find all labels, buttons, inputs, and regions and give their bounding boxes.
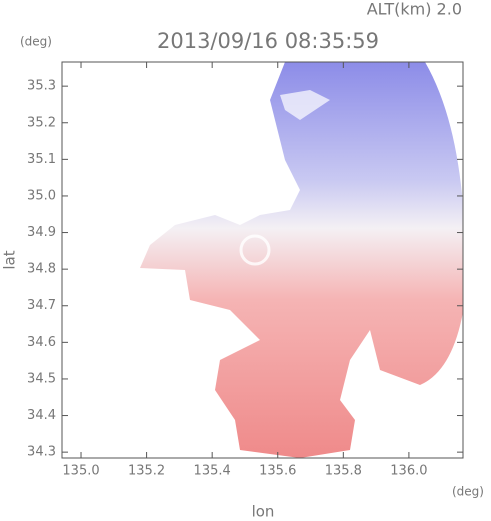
y-tick-label: 35.2 xyxy=(27,115,56,130)
x-tick-label: 135.6 xyxy=(259,464,296,479)
x-tick-label: 136.0 xyxy=(390,464,427,479)
chart-title: 2013/09/16 08:35:59 xyxy=(157,29,379,53)
x-tick-label: 135.4 xyxy=(194,464,231,479)
subtitle: ALT(km) 2.0 xyxy=(367,0,462,19)
y-tick-label: 35.3 xyxy=(27,79,56,94)
y-tick-label: 34.9 xyxy=(27,225,56,240)
y-tick-label: 35.0 xyxy=(27,188,56,203)
y-tick-label: 34.5 xyxy=(27,371,56,386)
y-tick-label: 34.3 xyxy=(27,445,56,460)
x-tick-label: 135.8 xyxy=(325,464,362,479)
plot-frame xyxy=(61,61,464,459)
radar-field xyxy=(140,62,463,458)
x-unit: (deg) xyxy=(452,485,484,499)
y-axis-label: lat xyxy=(1,250,19,269)
y-tick-label: 34.6 xyxy=(27,335,56,350)
y-tick-label: 34.8 xyxy=(27,262,56,277)
x-tick-label: 135.0 xyxy=(62,464,99,479)
y-unit: (deg) xyxy=(20,35,52,49)
y-tick-label: 35.1 xyxy=(27,152,56,167)
x-axis-label: lon xyxy=(252,503,275,521)
x-tick-label: 135.2 xyxy=(128,464,165,479)
y-tick-label: 34.4 xyxy=(27,408,56,423)
y-tick-label: 34.7 xyxy=(27,298,56,313)
